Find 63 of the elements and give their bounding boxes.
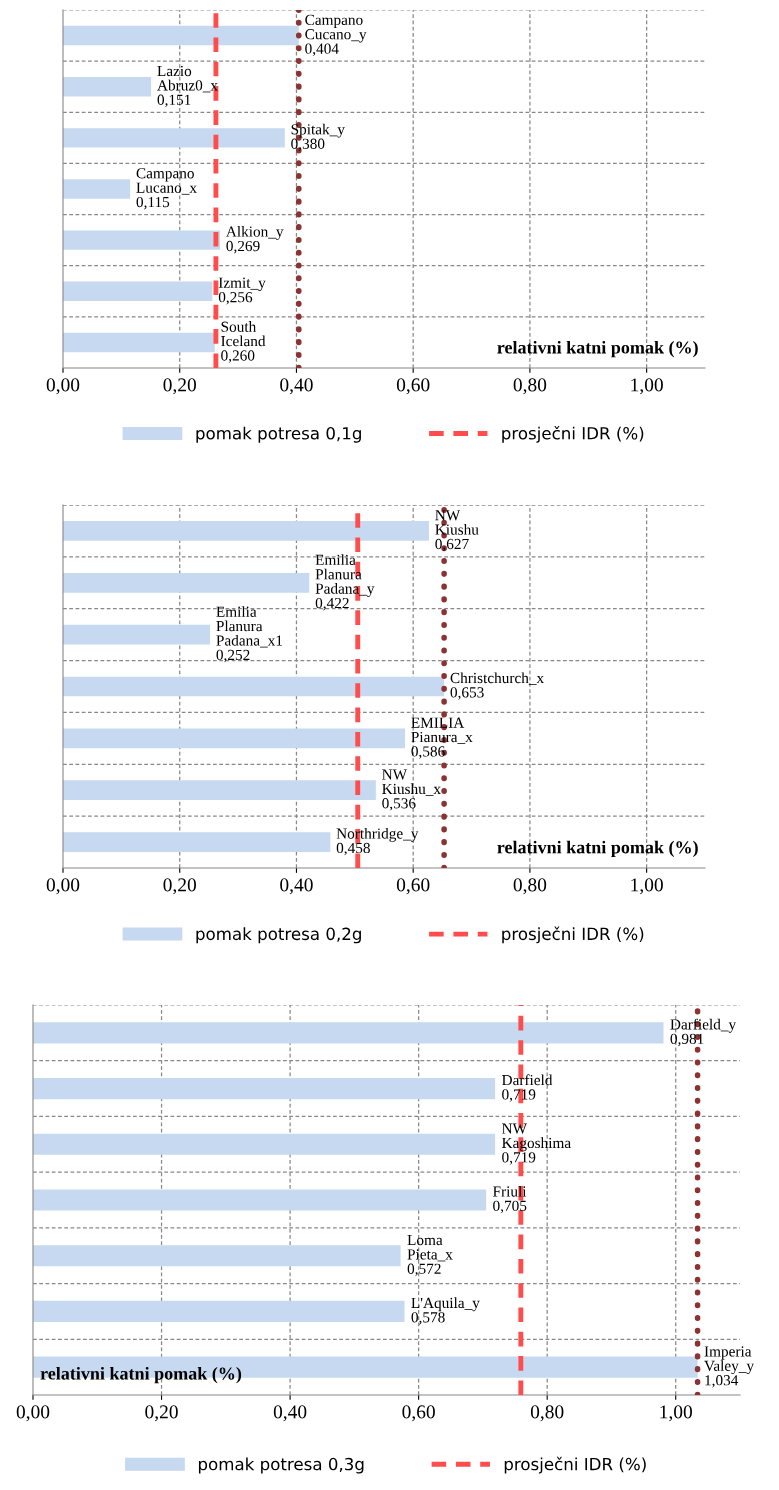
bar: [63, 230, 220, 250]
x-tick-label: 0,00: [16, 1405, 50, 1422]
x-tick-label: 0,20: [163, 878, 196, 895]
data-label: Lazio Abruz0_x 0,151: [157, 65, 218, 108]
x-tick-label: 0,20: [163, 378, 196, 395]
bar: [63, 332, 215, 353]
data-label: Alkion_y 0,269: [225, 226, 284, 254]
bar: [33, 1300, 405, 1323]
data-label: Izmit_y 0,256: [218, 277, 266, 305]
x-tick-label: 1,00: [660, 1405, 692, 1422]
legend-label: pomak potresa 0,3g: [198, 1457, 364, 1474]
data-label: Spitak_y 0,380: [291, 123, 345, 152]
bar: [63, 128, 285, 148]
bar: [33, 1133, 496, 1155]
bar: [63, 624, 211, 645]
bar: [63, 832, 331, 852]
x-tick-label: 0,00: [46, 878, 80, 895]
x-tick-label: 0,60: [396, 878, 430, 895]
x-tick-label: 0,80: [513, 878, 547, 895]
data-label: Imperia Valey_y 1,034: [704, 1346, 754, 1388]
data-label: NW Kiushu_x 0,536: [382, 769, 441, 811]
bar: [33, 1245, 401, 1267]
data-label: Campano Cucano_y 0,404: [305, 14, 367, 56]
x-tick-label: 0,00: [46, 378, 80, 395]
x-axis-title: relativni katni pomak (%): [497, 340, 698, 358]
bar: [63, 179, 131, 199]
bar: [63, 572, 310, 593]
data-label: NW Kiushu 0,627: [435, 510, 479, 552]
x-tick-label: 1,00: [631, 378, 663, 395]
bar: [33, 1022, 664, 1044]
bar: [63, 77, 152, 97]
data-label: Loma Pieta_x 0,572: [407, 1235, 453, 1277]
x-tick-label: 0,60: [396, 378, 430, 395]
bar: [63, 780, 376, 801]
data-label: South Iceland 0,260: [221, 321, 266, 363]
x-axis-title: relativni katni pomak (%): [497, 840, 698, 858]
x-tick-label: 0,80: [530, 1405, 564, 1422]
x-tick-label: 0,40: [280, 378, 313, 395]
legend-label: prosječni IDR (%): [504, 1456, 646, 1474]
x-tick-label: 0,40: [273, 1405, 307, 1422]
bar: [63, 521, 429, 541]
data-label: Christchurch_x 0,653: [450, 672, 544, 700]
bar: [33, 1077, 496, 1100]
data-label: Darfield_y 0,981: [670, 1018, 737, 1047]
data-label: EMILIA Pianura_x 0,586: [411, 717, 473, 759]
bar: [63, 281, 213, 301]
legend-label: pomak potresa 0,2g: [196, 927, 361, 944]
x-tick-label: 0,20: [145, 1405, 178, 1422]
bar: [63, 676, 445, 697]
x-tick-label: 0,60: [402, 1405, 435, 1422]
bar: [63, 728, 406, 749]
legend-label: pomak potresa 0,1g: [196, 426, 361, 443]
bar: [33, 1189, 487, 1211]
data-label: Emilia Planura Padana_x1 0,252: [216, 606, 283, 663]
legend-label: prosječni IDR (%): [502, 926, 644, 944]
x-tick-label: 1,00: [631, 878, 663, 895]
x-tick-label: 0,80: [513, 378, 547, 395]
bar: [63, 25, 299, 46]
data-label: Campano Lucano_x 0,115: [136, 168, 197, 210]
x-axis-title: relativni katni pomak (%): [40, 1366, 242, 1384]
data-label: L'Aquila_y 0,578: [411, 1297, 480, 1325]
legend-label: prosječni IDR (%): [502, 425, 644, 443]
x-tick-label: 0,40: [280, 878, 313, 895]
